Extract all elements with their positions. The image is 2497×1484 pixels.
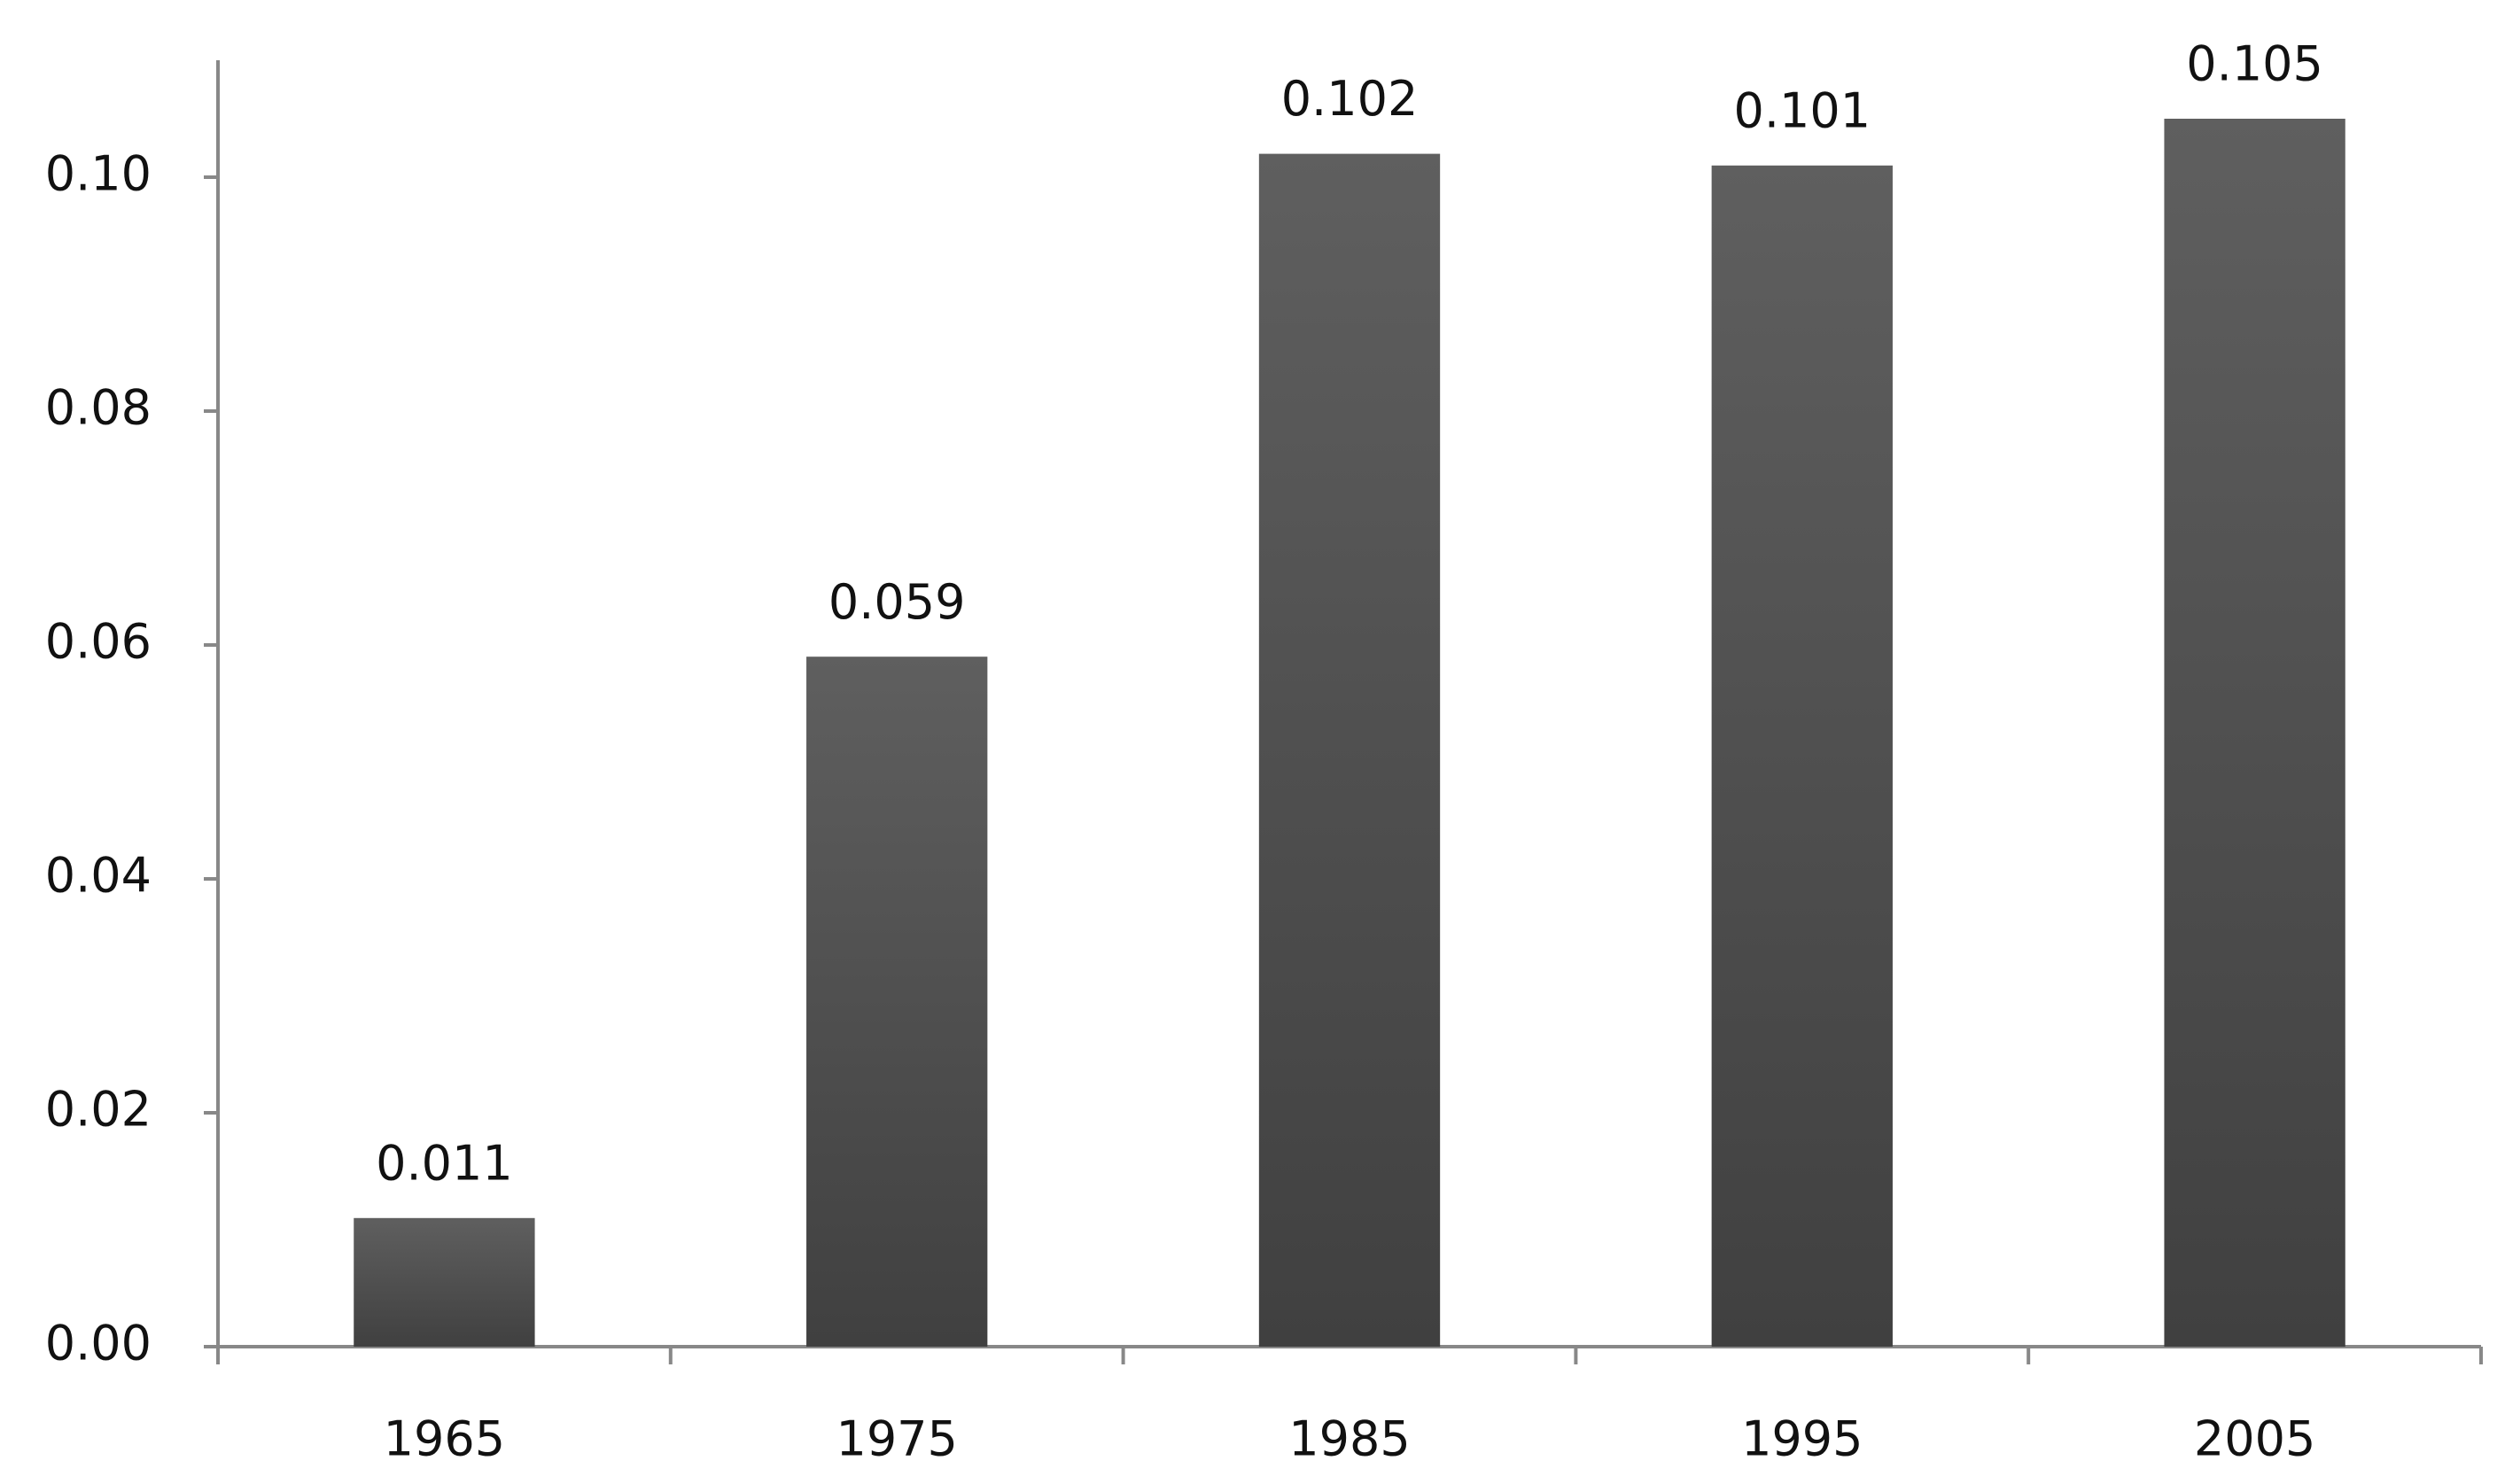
x-tick-label: 1975	[836, 1411, 957, 1467]
y-tick-label: 0.02	[45, 1082, 152, 1138]
y-tick-label: 0.10	[45, 146, 152, 202]
bar	[2164, 119, 2345, 1347]
bar	[1711, 165, 1893, 1347]
data-label: 0.059	[828, 574, 966, 630]
x-tick-label: 1995	[1741, 1411, 1863, 1467]
data-label: 0.101	[1734, 82, 1871, 138]
y-tick-label: 0.06	[45, 614, 152, 670]
bar	[354, 1217, 535, 1347]
bar	[806, 657, 988, 1347]
y-tick-label: 0.04	[45, 848, 152, 904]
data-label: 0.102	[1281, 71, 1419, 127]
bar	[1258, 153, 1441, 1348]
data-label: 0.011	[376, 1135, 513, 1191]
data-label: 0.105	[2186, 36, 2323, 92]
y-tick-label: 0.08	[45, 380, 152, 436]
x-tick-label: 1965	[384, 1411, 505, 1467]
y-tick-label: 0.00	[45, 1316, 152, 1371]
x-tick-label: 1985	[1288, 1411, 1410, 1467]
x-tick-label: 2005	[2194, 1411, 2315, 1467]
